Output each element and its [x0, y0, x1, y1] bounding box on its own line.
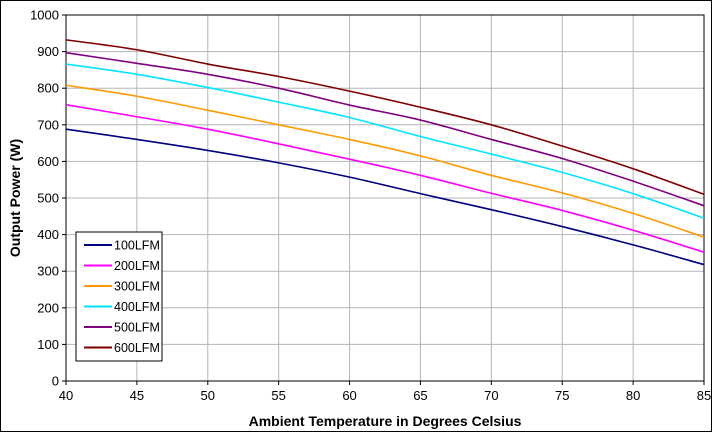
- y-tick-label: 600: [37, 154, 59, 169]
- y-tick-label: 1000: [30, 8, 59, 23]
- x-tick-label: 55: [271, 388, 285, 403]
- y-tick-label: 0: [52, 374, 59, 389]
- y-tick-label: 800: [37, 81, 59, 96]
- x-tick-label: 40: [59, 388, 73, 403]
- y-tick-label: 200: [37, 300, 59, 315]
- x-tick-label: 65: [413, 388, 427, 403]
- legend-label: 600LFM: [114, 341, 160, 355]
- x-tick-label: 70: [484, 388, 498, 403]
- series-line-100lfm: [65, 128, 705, 266]
- series-line-200lfm: [65, 103, 705, 253]
- x-tick-label: 75: [555, 388, 569, 403]
- series-lines: [65, 39, 705, 266]
- legend-label: 200LFM: [114, 259, 160, 273]
- series-line-500lfm: [65, 51, 705, 207]
- x-tick-label: 45: [130, 388, 144, 403]
- y-tick-label: 400: [37, 227, 59, 242]
- x-tick-label: 85: [697, 388, 711, 403]
- x-tick-label: 80: [626, 388, 640, 403]
- axes: 0 100 200 300 400 500 600 700 800 900 1000 40 45 50 55…: [30, 8, 711, 404]
- y-tick-label: 100: [37, 337, 59, 352]
- y-tick-label: 300: [37, 264, 59, 279]
- x-axis-title: Ambient Temperature in Degrees Celsius: [249, 413, 522, 429]
- legend-label: 500LFM: [114, 321, 160, 335]
- y-tick-label: 900: [37, 44, 59, 59]
- legend-label: 300LFM: [114, 280, 160, 294]
- y-tick-label: 700: [37, 117, 59, 132]
- y-tick-label: 500: [37, 191, 59, 206]
- series-line-400lfm: [65, 63, 705, 219]
- legend-label: 400LFM: [114, 300, 160, 314]
- legend-box: [75, 231, 163, 362]
- series-line-600lfm: [65, 39, 705, 196]
- x-tick-label: 50: [201, 388, 215, 403]
- x-tick-label: 60: [342, 388, 356, 403]
- legend: 100LFM 200LFM 300LFM 400LFM 500LFM 600LFM: [75, 231, 163, 362]
- y-axis-title: Output Power (W): [7, 139, 23, 257]
- series-line-300lfm: [65, 84, 705, 238]
- legend-label: 100LFM: [114, 239, 160, 253]
